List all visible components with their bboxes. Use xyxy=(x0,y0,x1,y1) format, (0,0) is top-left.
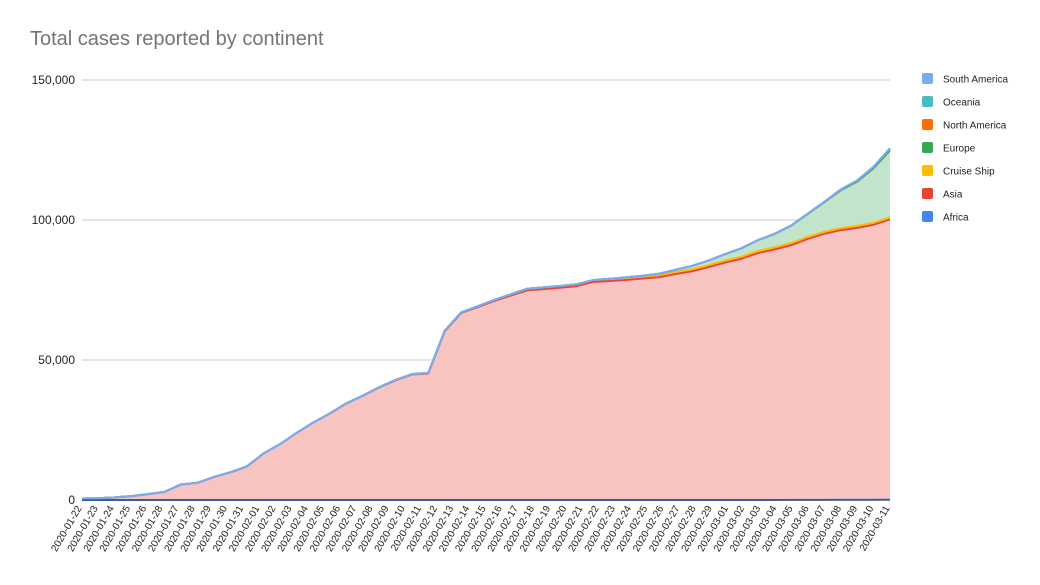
y-tick-layer: 0 50,000 100,000 150,000 xyxy=(32,73,76,507)
legend-label-asia: Asia xyxy=(943,190,963,201)
legend-swatch-north-america xyxy=(922,119,933,130)
legend-label-europe: Europe xyxy=(943,144,976,155)
y-tick-label: 0 xyxy=(68,493,75,507)
legend-label-north-america: North America xyxy=(943,121,1007,132)
legend-swatch-asia xyxy=(922,188,933,199)
x-tick-layer: 2020-01-222020-01-232020-01-242020-01-25… xyxy=(49,504,892,554)
y-tick-label: 100,000 xyxy=(32,213,76,227)
legend-label-south-america: South America xyxy=(943,75,1008,86)
legend-swatch-cruise-ship xyxy=(922,165,933,176)
area-asia xyxy=(82,219,890,501)
area-layer xyxy=(81,147,891,501)
legend-swatch-oceania xyxy=(922,96,933,107)
legend-swatch-africa xyxy=(922,211,933,222)
legend-swatch-europe xyxy=(922,142,933,153)
line-south-america xyxy=(81,147,891,500)
legend-swatch-south-america xyxy=(922,73,933,84)
legend-label-africa: Africa xyxy=(943,213,969,224)
legend-label-cruise-ship: Cruise Ship xyxy=(943,167,995,178)
legend-label-oceania: Oceania xyxy=(943,98,981,109)
legend: South America Oceania North America Europe C… xyxy=(922,73,1008,224)
y-tick-label: 150,000 xyxy=(32,73,76,87)
chart-title: Total cases reported by continent xyxy=(30,28,324,50)
y-tick-label: 50,000 xyxy=(38,353,75,367)
